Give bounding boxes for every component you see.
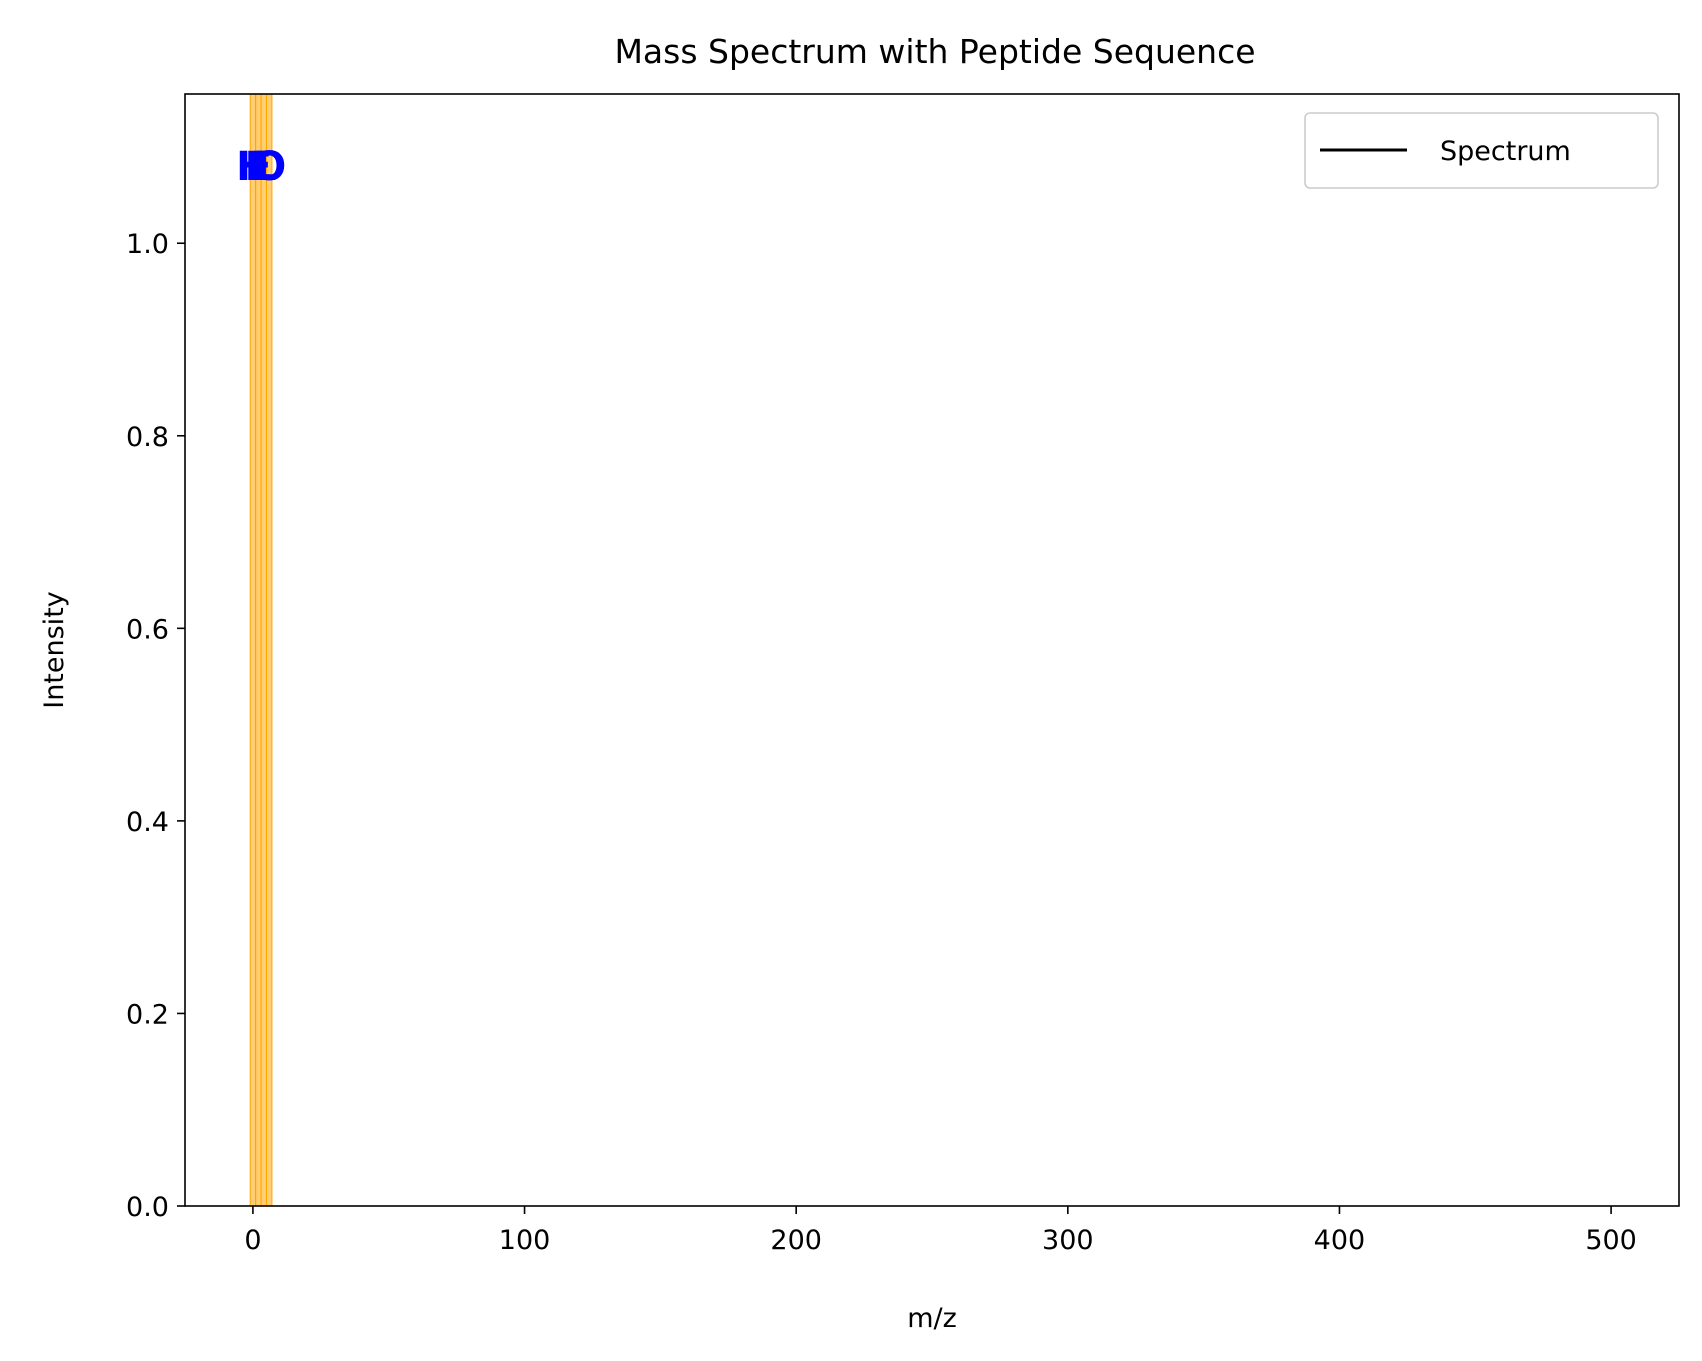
y-tick-label: 0.8 <box>126 422 169 453</box>
x-tick-label: 100 <box>499 1225 551 1256</box>
x-tick-label: 500 <box>1585 1225 1637 1256</box>
y-tick-label: 0.0 <box>126 1192 169 1223</box>
y-tick-label: 0.6 <box>126 614 169 645</box>
highlight-bands <box>249 93 273 1207</box>
x-tick-label: 0 <box>244 1225 261 1256</box>
chart-title: Mass Spectrum with Peptide Sequence <box>614 32 1255 71</box>
highlight-band-2 <box>255 93 262 1207</box>
y-axis-ticks: 0.0 0.2 0.4 0.6 0.8 1.0 <box>126 229 185 1223</box>
legend-box <box>1304 112 1659 189</box>
legend-label-spectrum: Spectrum <box>1440 136 1571 167</box>
y-tick-label: 0.4 <box>126 807 169 838</box>
residue-label-2: E <box>245 144 272 190</box>
x-tick-label: 200 <box>770 1225 822 1256</box>
highlight-band-1 <box>249 93 257 1207</box>
plot-area-frame <box>184 93 1680 1207</box>
x-tick-label: 400 <box>1314 1225 1366 1256</box>
x-axis-label: m/z <box>907 1303 957 1334</box>
y-axis-label: Intensity <box>39 591 70 709</box>
residue-label-1: H <box>236 144 269 190</box>
y-tick-label: 0.2 <box>126 999 169 1030</box>
highlight-band-3 <box>260 93 267 1207</box>
x-tick-label: 300 <box>1042 1225 1094 1256</box>
highlight-band-4 <box>265 93 273 1207</box>
residue-label-3: L <box>251 144 277 190</box>
x-axis-ticks: 0 100 200 300 400 500 <box>244 1206 1637 1256</box>
residue-label-4: O <box>252 144 286 190</box>
legend: Spectrum <box>1304 112 1659 189</box>
y-tick-label: 1.0 <box>126 229 169 260</box>
